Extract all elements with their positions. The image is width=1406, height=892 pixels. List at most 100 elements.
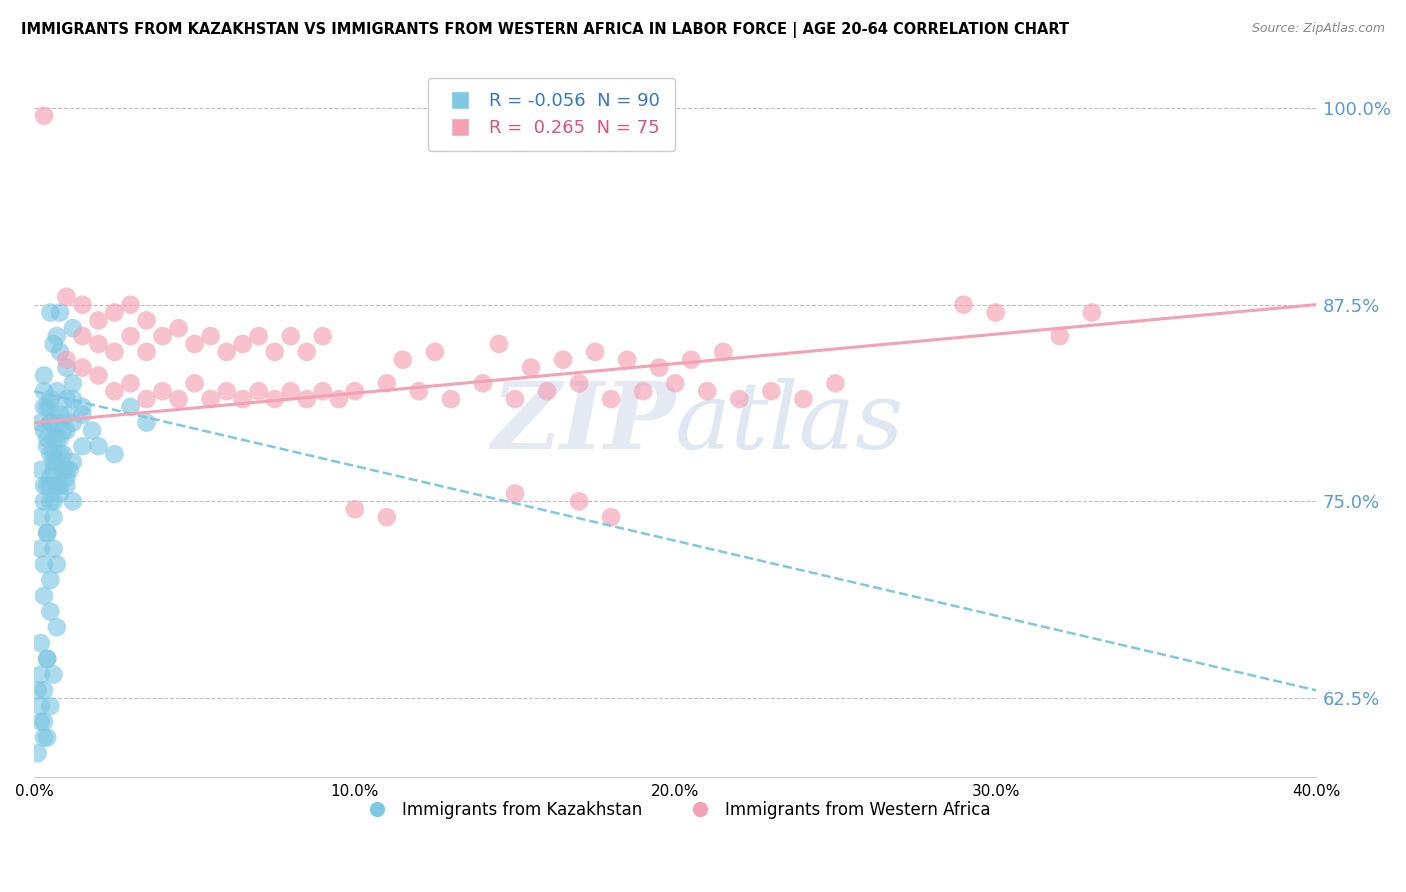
Point [39,471,62,485]
Point [280,384,302,399]
Point [62,494,84,508]
Point [39,494,62,508]
Text: Source: ZipAtlas.com: Source: ZipAtlas.com [1251,22,1385,36]
Point [312,384,335,399]
Point [45,620,67,634]
Point [55,478,77,492]
Legend: Immigrants from Kazakhstan, Immigrants from Western Africa: Immigrants from Kazakhstan, Immigrants f… [353,794,997,825]
Point [1049,329,1071,343]
Point [761,384,783,399]
Point [39,400,62,414]
Point [87,337,110,351]
Point [42,447,65,461]
Text: IMMIGRANTS FROM KAZAKHSTAN VS IMMIGRANTS FROM WESTERN AFRICA IN LABOR FORCE | AG: IMMIGRANTS FROM KAZAKHSTAN VS IMMIGRANTS… [21,22,1069,38]
Point [616,352,638,367]
Point [45,384,67,399]
Point [120,329,142,343]
Point [62,455,84,469]
Point [32,589,55,603]
Point [600,510,623,524]
Point [423,344,446,359]
Point [45,329,67,343]
Point [30,510,52,524]
Point [583,344,606,359]
Point [32,558,55,572]
Point [312,329,335,343]
Point [32,384,55,399]
Point [328,392,350,406]
Point [39,478,62,492]
Point [55,471,77,485]
Point [32,731,55,745]
Point [232,392,254,406]
Point [135,313,157,327]
Point [55,424,77,438]
Point [503,392,526,406]
Point [120,298,142,312]
Point [488,337,510,351]
Point [42,494,65,508]
Point [37,652,59,666]
Point [152,384,174,399]
Point [263,344,285,359]
Point [72,439,94,453]
Point [45,432,67,446]
Point [37,731,59,745]
Point [215,384,238,399]
Point [200,329,222,343]
Point [72,400,94,414]
Point [49,408,72,422]
Point [664,376,686,391]
Point [55,408,77,422]
Point [37,400,59,414]
Point [37,432,59,446]
Point [45,478,67,492]
Point [45,558,67,572]
Point [392,352,415,367]
Point [215,344,238,359]
Point [200,392,222,406]
Point [536,384,558,399]
Point [568,376,591,391]
Point [247,384,270,399]
Point [631,384,654,399]
Point [55,352,77,367]
Point [42,455,65,469]
Point [280,329,302,343]
Point [49,478,72,492]
Point [824,376,846,391]
Point [87,368,110,383]
Point [55,463,77,477]
Point [32,494,55,508]
Point [49,432,72,446]
Point [247,329,270,343]
Point [295,392,318,406]
Point [30,463,52,477]
Point [42,432,65,446]
Point [62,376,84,391]
Point [42,463,65,477]
Point [135,416,157,430]
Point [440,392,463,406]
Point [39,699,62,714]
Point [696,384,718,399]
Point [568,494,591,508]
Point [45,455,67,469]
Point [32,424,55,438]
Point [80,424,103,438]
Point [59,463,82,477]
Point [792,392,814,406]
Point [45,416,67,430]
Point [39,305,62,319]
Point [37,478,59,492]
Point [30,416,52,430]
Point [42,510,65,524]
Point [42,541,65,556]
Point [49,344,72,359]
Point [30,667,52,681]
Point [87,313,110,327]
Point [711,344,734,359]
Point [103,384,125,399]
Point [52,463,75,477]
Point [103,305,125,319]
